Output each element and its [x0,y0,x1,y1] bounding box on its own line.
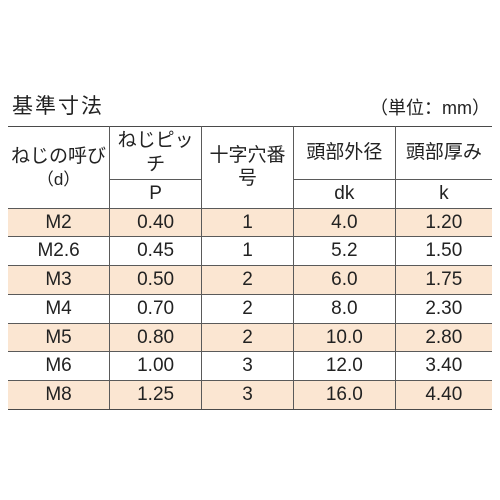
cell-k: 1.75 [395,266,492,295]
cell-dk: 10.0 [294,323,396,352]
cell-k: 1.50 [395,237,492,266]
cell-d: M8 [8,381,110,410]
col-header-d-sub: （d） [8,169,109,190]
cell-n: 1 [202,208,294,237]
table-row: M3 0.50 2 6.0 1.75 [8,266,492,295]
cell-n: 2 [202,266,294,295]
table-body: M2 0.40 1 4.0 1.20 M2.6 0.45 1 5.2 1.50 … [8,208,492,409]
cell-p: 1.25 [110,381,202,410]
unit-label: （単位：mm） [370,94,490,120]
col-header-d: ねじの呼び （d） [8,127,110,208]
title-row: 基準寸法 （単位：mm） [12,90,490,120]
cell-d: M4 [8,294,110,323]
cell-k: 2.80 [395,323,492,352]
table-title: 基準寸法 [12,90,104,120]
cell-n: 2 [202,323,294,352]
table-row: M6 1.00 3 12.0 3.40 [8,352,492,381]
table-row: M2.6 0.45 1 5.2 1.50 [8,237,492,266]
cell-k: 4.40 [395,381,492,410]
table-row: M5 0.80 2 10.0 2.80 [8,323,492,352]
spec-table-container: 基準寸法 （単位：mm） ねじの呼び （d） ねじピッチ 十字穴番号 頭部外径 … [0,90,500,410]
cell-dk: 12.0 [294,352,396,381]
cell-k: 2.30 [395,294,492,323]
cell-p: 0.80 [110,323,202,352]
cell-p: 0.70 [110,294,202,323]
col-header-k-top: 頭部厚み [395,127,492,180]
cell-d: M6 [8,352,110,381]
cell-p: 1.00 [110,352,202,381]
cell-n: 2 [202,294,294,323]
cell-n: 3 [202,381,294,410]
cell-k: 3.40 [395,352,492,381]
col-header-k-sub: k [395,179,492,208]
table-row: M8 1.25 3 16.0 4.40 [8,381,492,410]
cell-d: M3 [8,266,110,295]
cell-dk: 8.0 [294,294,396,323]
col-header-dk-sub: dk [294,179,396,208]
cell-n: 1 [202,237,294,266]
table-row: M4 0.70 2 8.0 2.30 [8,294,492,323]
cell-d: M2 [8,208,110,237]
cell-p: 0.50 [110,266,202,295]
table-head: ねじの呼び （d） ねじピッチ 十字穴番号 頭部外径 頭部厚み P dk k [8,127,492,208]
cell-d: M5 [8,323,110,352]
table-row: M2 0.40 1 4.0 1.20 [8,208,492,237]
cell-p: 0.40 [110,208,202,237]
col-header-cross: 十字穴番号 [202,127,294,208]
cell-k: 1.20 [395,208,492,237]
cell-dk: 4.0 [294,208,396,237]
col-header-dk-top: 頭部外径 [294,127,396,180]
cell-dk: 16.0 [294,381,396,410]
cell-d: M2.6 [8,237,110,266]
cell-dk: 5.2 [294,237,396,266]
col-header-d-top: ねじの呼び [11,146,106,167]
cell-p: 0.45 [110,237,202,266]
spec-table: ねじの呼び （d） ねじピッチ 十字穴番号 頭部外径 頭部厚み P dk k M… [8,126,492,410]
col-header-p-sub: P [110,179,202,208]
cell-dk: 6.0 [294,266,396,295]
col-header-p-top: ねじピッチ [110,127,202,180]
cell-n: 3 [202,352,294,381]
